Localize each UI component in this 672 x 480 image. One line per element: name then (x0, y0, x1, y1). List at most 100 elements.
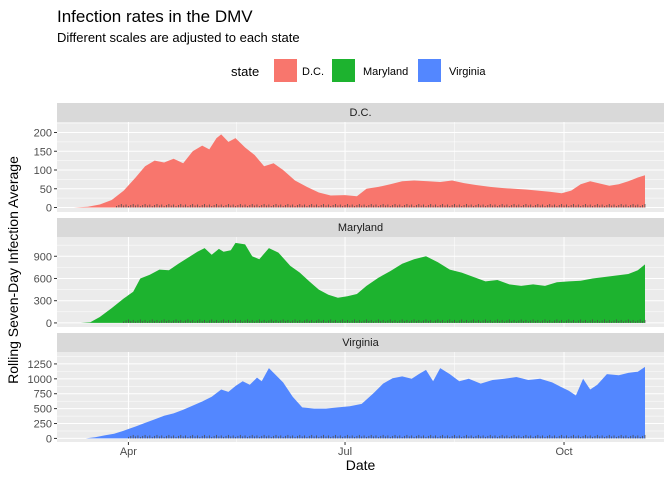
daily-bar (211, 436, 213, 439)
daily-bar (408, 321, 410, 323)
daily-bar (539, 321, 541, 323)
daily-bar (235, 319, 236, 323)
daily-bar (470, 320, 472, 323)
daily-bar (470, 435, 472, 439)
daily-bar (223, 436, 225, 439)
daily-bar (442, 319, 444, 323)
y-tick-label: 750 (34, 389, 52, 401)
daily-bar (239, 204, 241, 208)
daily-bar (389, 206, 391, 208)
daily-bar (411, 320, 413, 323)
daily-bar (537, 204, 539, 208)
daily-bar (282, 319, 284, 323)
daily-bar (220, 435, 222, 439)
daily-bar (589, 435, 591, 439)
daily-bar (263, 204, 265, 208)
daily-bar (437, 206, 439, 208)
daily-bar (137, 435, 139, 439)
daily-bar (642, 320, 643, 323)
daily-bar (251, 434, 253, 439)
daily-bar (130, 320, 132, 323)
daily-bar (446, 435, 448, 439)
daily-bar (573, 434, 574, 439)
daily-bar (637, 435, 639, 439)
daily-bar (630, 205, 632, 208)
daily-bar (513, 319, 515, 323)
daily-bar (142, 435, 144, 439)
daily-bar (604, 436, 605, 439)
daily-bar (330, 206, 332, 208)
daily-bar (461, 319, 463, 323)
daily-bar (463, 320, 465, 323)
daily-bar (446, 204, 448, 208)
daily-bar (185, 320, 186, 323)
daily-bar (437, 319, 439, 323)
daily-bar (192, 204, 194, 208)
daily-bar (166, 205, 167, 208)
daily-bar (635, 436, 636, 439)
daily-bar (125, 320, 127, 323)
daily-bar (289, 205, 291, 208)
daily-bar (396, 436, 398, 439)
daily-bar (494, 204, 496, 208)
daily-bar (489, 434, 491, 439)
y-tick-label: 500 (34, 404, 52, 416)
daily-bar (451, 435, 453, 439)
daily-bar (199, 206, 201, 208)
daily-bar (389, 319, 391, 323)
daily-bar (413, 206, 415, 208)
daily-bar (542, 204, 543, 208)
daily-bar (373, 321, 374, 323)
daily-bar (561, 204, 563, 208)
daily-bar (558, 435, 560, 439)
daily-bar (344, 435, 346, 439)
daily-bar (492, 321, 494, 323)
daily-bar (570, 205, 572, 208)
daily-bar (516, 205, 517, 208)
daily-bar (468, 436, 470, 439)
legend-title: state (231, 64, 259, 79)
daily-bar (380, 435, 382, 439)
daily-bar (554, 320, 555, 323)
y-tick-label: 150 (34, 146, 52, 158)
daily-bar (356, 205, 358, 208)
daily-bar (568, 206, 570, 208)
y-tick-label: 1000 (28, 374, 52, 386)
daily-bar (423, 204, 424, 208)
daily-bar (337, 436, 339, 439)
daily-bar (137, 320, 139, 323)
daily-bar (139, 436, 141, 439)
daily-bar (147, 205, 148, 208)
daily-bar (335, 319, 336, 323)
daily-bar (208, 320, 210, 323)
daily-bar (230, 205, 232, 208)
facet-strip-label: Virginia (342, 337, 379, 349)
daily-bar (242, 205, 244, 208)
daily-bar (430, 204, 432, 208)
daily-bar (377, 319, 379, 323)
daily-bar (301, 436, 303, 439)
daily-bar (401, 436, 403, 439)
daily-bar (185, 204, 186, 208)
daily-bar (449, 436, 451, 439)
daily-bar (358, 204, 360, 208)
daily-bar (342, 206, 344, 208)
daily-bar (277, 436, 279, 439)
daily-bar (375, 435, 377, 439)
y-tick-label: 0 (46, 318, 52, 330)
daily-bar (161, 320, 163, 323)
daily-bar (580, 436, 582, 439)
daily-bar (585, 434, 586, 439)
daily-bar (268, 320, 270, 323)
daily-bar (408, 205, 410, 208)
daily-bar (473, 206, 474, 208)
daily-bar (635, 321, 636, 323)
legend-key-D.C. (274, 59, 297, 82)
daily-bar (337, 321, 339, 323)
daily-bar (527, 321, 529, 323)
daily-bar (430, 319, 432, 323)
daily-bar (154, 205, 155, 208)
daily-bar (601, 435, 603, 439)
daily-bar (137, 204, 139, 208)
daily-bar (601, 320, 603, 323)
